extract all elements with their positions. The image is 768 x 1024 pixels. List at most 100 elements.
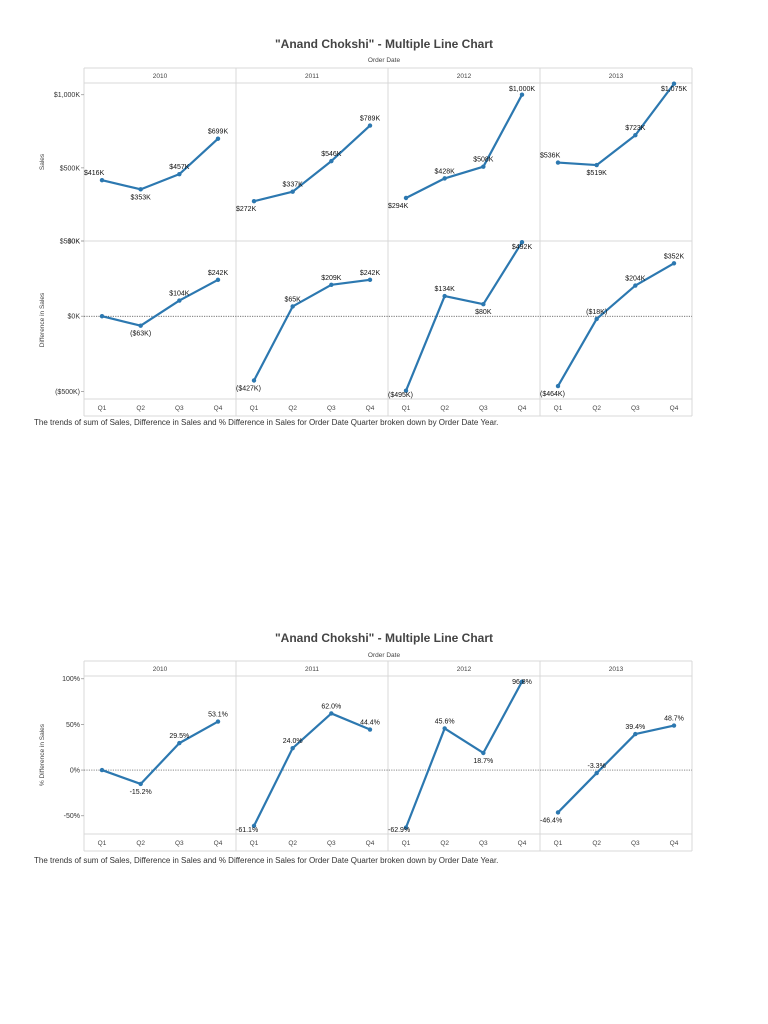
series-line-2012 [404,681,523,828]
data-point [442,726,447,731]
data-point [594,316,599,322]
data-label: $723K [625,125,646,132]
data-point [481,750,486,756]
data-label: 24.0% [283,738,303,745]
y-tick-label: $0K [68,239,81,246]
data-point [481,302,486,307]
data-label: -61.1% [236,827,258,834]
series-line-2013 [557,262,675,387]
chart-sales-difference: 2010 2011 2012 2013 Q1 Q2 Q3 Q4 Q1 Q2 Q3 Q4 Q1 Q2 Q3 Q4… [39,67,693,417]
x-tick-label: Q4 [366,840,375,847]
year-header: 2010 [153,73,168,80]
data-label: $134K [435,286,456,293]
data-point [138,187,143,192]
y-axis-title: Sales [39,153,46,170]
data-point [215,277,221,283]
y-tick-label: $500K [60,165,81,172]
data-point [367,277,373,283]
data-point [290,189,295,194]
x-tick-label: Q1 [554,840,563,847]
series-line-2012 [404,241,523,392]
data-point [442,293,447,299]
data-label: -3.3% [588,763,606,770]
y-tick-label: 0% [70,768,80,775]
data-label: $209K [321,275,342,282]
series-line-2011 [253,712,371,827]
x-tick-label: Q3 [479,840,488,847]
year-header: 2013 [609,73,624,80]
data-point [138,781,143,787]
data-point [671,81,677,86]
series-line-2010 [101,720,219,786]
x-tick-label: Q1 [402,405,411,412]
data-label: $457K [169,164,190,171]
x-tick-label: Q2 [592,840,601,847]
data-label: $65K [284,296,301,303]
data-label: $337K [283,182,304,189]
chart-caption: The trends of sum of Sales, Difference i… [34,856,499,865]
x-tick-label: Q3 [631,405,640,412]
data-label: $416K [84,170,105,177]
x-tick-label: Q1 [250,840,259,847]
year-header: 2010 [153,666,168,673]
data-point [251,378,257,383]
year-header: 2012 [457,73,472,80]
data-point [177,740,182,746]
y-tick-label: -50% [64,813,80,820]
x-tick-label: Q3 [175,405,184,412]
data-point [99,177,105,183]
x-tick-label: Q4 [366,405,375,412]
x-tick-label: Q2 [136,405,145,412]
data-label: $80K [475,309,492,316]
column-header: Order Date [367,652,401,659]
x-tick-label: Q1 [98,405,107,412]
y-axis-title: Difference in Sales [39,292,46,347]
data-point [251,823,257,829]
year-header: 2011 [305,666,319,673]
data-point [633,133,638,138]
data-label: 44.4% [360,720,380,727]
x-tick-label: Q4 [214,405,223,412]
x-tick-label: Q1 [402,840,411,847]
x-tick-label: Q2 [440,405,449,412]
x-tick-label: Q4 [670,840,679,847]
data-label: -46.4% [540,817,562,824]
data-point [99,767,105,773]
data-label: ($427K) [236,385,261,392]
series-line-2012 [405,94,523,199]
data-point [177,298,182,303]
year-header: 2011 [305,73,319,80]
data-point [290,745,295,751]
y-tick-label: ($500K) [55,389,80,396]
data-point [215,719,221,724]
x-tick-label: Q2 [288,405,297,412]
data-label: 18.7% [473,758,493,765]
data-label: $519K [587,170,608,177]
data-point [633,283,638,288]
data-point [519,92,525,97]
column-header: Order Date [367,57,401,64]
data-label: $699K [208,129,229,136]
data-point [633,731,638,737]
data-point [329,711,334,716]
data-point [251,199,257,204]
data-point [555,383,561,389]
data-label: $352K [664,253,685,260]
x-tick-label: Q1 [98,840,107,847]
data-label: 53.1% [208,712,228,719]
data-label: $104K [169,291,190,298]
x-tick-label: Q3 [327,405,336,412]
data-point [99,314,105,319]
y-tick-label: $0K [68,314,81,321]
data-point [367,727,373,732]
data-point [519,679,525,684]
data-label: $272K [236,206,257,213]
data-label: $508K [473,157,494,164]
data-point [481,164,486,169]
data-point [403,825,409,830]
data-point [442,176,447,181]
x-tick-label: Q2 [592,405,601,412]
y-tick-label: $1,000K [54,92,80,99]
data-label: -62.9% [388,827,410,834]
data-label: $1,075K [661,86,687,93]
